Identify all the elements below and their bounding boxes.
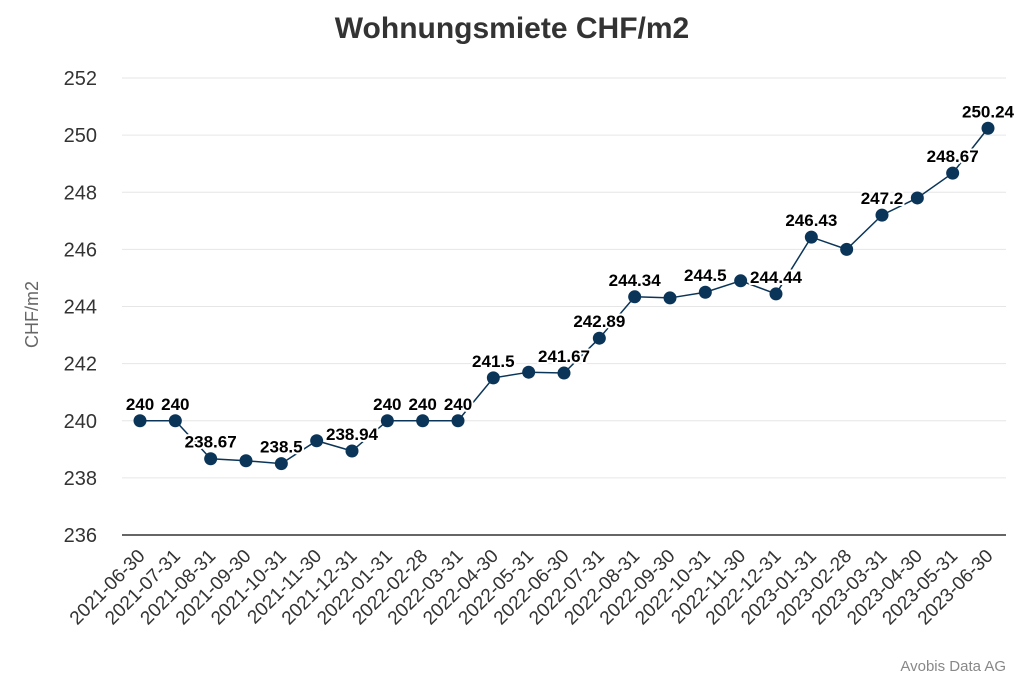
data-label: 242.89	[573, 312, 625, 331]
data-point	[274, 457, 288, 471]
data-label: 244.44	[750, 268, 803, 287]
data-point	[416, 414, 430, 428]
data-label: 238.67	[185, 433, 237, 452]
data-point	[804, 230, 818, 244]
data-label: 247.2	[861, 189, 904, 208]
data-label: 244.34	[609, 271, 662, 290]
data-point	[451, 414, 465, 428]
data-label: 240	[444, 395, 472, 414]
data-label: 240	[126, 395, 154, 414]
data-point	[981, 121, 995, 135]
data-point	[239, 454, 253, 468]
source-credit: Avobis Data AG	[900, 658, 1006, 675]
data-point	[910, 191, 924, 205]
data-point	[734, 274, 748, 288]
y-tick-label: 238	[64, 468, 97, 490]
y-tick-label: 242	[64, 354, 97, 376]
data-label: 246.43	[785, 211, 837, 230]
data-point	[592, 331, 606, 345]
y-tick-label: 246	[64, 239, 97, 261]
y-tick-label: 248	[64, 182, 97, 204]
data-point	[522, 365, 536, 379]
data-label: 238.5	[260, 438, 303, 457]
data-point	[769, 287, 783, 301]
data-label: 244.5	[684, 266, 727, 285]
y-tick-label: 236	[64, 525, 97, 547]
data-point	[345, 444, 359, 458]
data-point	[204, 452, 218, 466]
data-label: 241.5	[472, 352, 515, 371]
data-point	[380, 414, 394, 428]
data-label: 238.94	[326, 425, 379, 444]
data-label: 240	[161, 395, 189, 414]
chart-title: Wohnungsmiete CHF/m2	[334, 12, 690, 45]
data-point	[133, 414, 147, 428]
data-point	[310, 434, 324, 448]
series-line	[140, 127, 989, 465]
data-label: 250.24	[962, 102, 1015, 121]
data-label: 241.67	[538, 347, 590, 366]
data-point	[698, 285, 712, 299]
data-point	[628, 290, 642, 304]
y-tick-label: 250	[64, 125, 97, 147]
data-point	[557, 366, 571, 380]
data-label: 248.67	[927, 147, 979, 166]
data-label: 240	[373, 395, 401, 414]
y-tick-label: 240	[64, 411, 97, 433]
data-point	[663, 291, 677, 305]
y-tick-label: 252	[64, 68, 97, 90]
data-point	[486, 371, 500, 385]
data-point	[875, 208, 889, 222]
data-point	[840, 242, 854, 256]
data-point	[168, 414, 182, 428]
y-tick-label: 244	[64, 297, 97, 319]
data-point	[946, 166, 960, 180]
data-label: 240	[408, 395, 436, 414]
